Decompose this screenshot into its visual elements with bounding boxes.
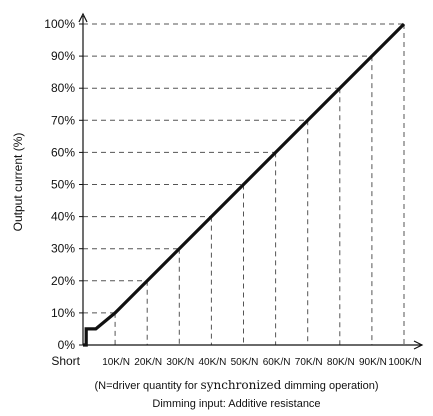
caption-note-suffix: dimming operation): [281, 380, 379, 392]
y-axis-label: Output current (%): [11, 133, 25, 232]
caption-note: (N=driver quantity for synchronized dimm…: [40, 378, 433, 393]
x-tick-label-3: 30K/N: [166, 357, 194, 368]
x-axis-arrow: [413, 340, 424, 350]
x-tick-label-1: 10K/N: [102, 357, 130, 368]
series-layer: [82, 22, 406, 347]
x-tick-label-5: 50K/N: [231, 357, 259, 368]
x-tick-label-6: 60K/N: [263, 357, 291, 368]
y-tick-label-9: 90%: [51, 49, 75, 63]
x-tick-label-10: 100K/N: [388, 357, 421, 368]
y-tick-label-2: 20%: [51, 274, 75, 288]
x-tick-labels: Short 10K/N 20K/N 30K/N 40K/N 50K/N 60K/N 70K/N…: [51, 354, 421, 368]
caption-note-prefix: (N=driver quantity for: [94, 380, 201, 392]
y-tick-label-6: 60%: [51, 145, 75, 159]
x-tick-label-8: 80K/N: [327, 357, 355, 368]
y-tick-labels: 0% 10% 20% 30% 40% 50% 60% 70% 80% 90% 100%: [44, 17, 75, 352]
y-tick-label-10: 100%: [44, 17, 75, 31]
guide-lines: [83, 23, 405, 345]
y-axis-arrow: [78, 12, 88, 23]
y-tick-label-3: 30%: [51, 242, 75, 256]
x-tick-label-7: 70K/N: [295, 357, 323, 368]
y-tick-label-0: 0%: [58, 338, 76, 352]
x-tick-label-4: 40K/N: [199, 357, 227, 368]
x-tick-label-2: 20K/N: [134, 357, 162, 368]
series-line-1: [83, 22, 406, 347]
caption-dimming-input: Dimming input: Additive resistance: [152, 398, 321, 410]
y-tick-label-4: 40%: [51, 210, 75, 224]
axes: [78, 12, 424, 350]
y-tick-label-8: 80%: [51, 81, 75, 95]
y-tick-label-7: 70%: [51, 113, 75, 127]
y-tick-label-1: 10%: [51, 306, 75, 320]
x-tick-label-9: 90K/N: [359, 357, 387, 368]
x-tick-label-0: Short: [51, 354, 80, 368]
caption-note-serif-word: synchronized: [200, 378, 282, 392]
y-tick-label-5: 50%: [51, 178, 75, 192]
